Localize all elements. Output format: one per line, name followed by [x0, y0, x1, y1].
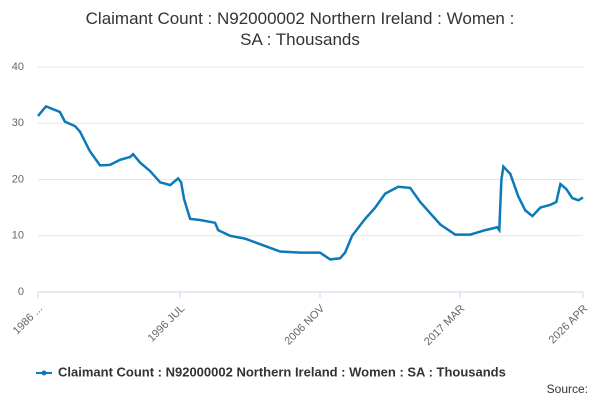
y-tick-label: 30	[12, 117, 24, 129]
y-tick-label: 10	[12, 230, 24, 242]
y-tick-label: 20	[12, 173, 24, 185]
chart-title: Claimant Count : N92000002 Northern Irel…	[86, 9, 515, 49]
y-tick-label: 40	[12, 61, 24, 73]
x-tick-label: 1996 JUL	[146, 303, 188, 345]
legend-marker	[41, 370, 47, 376]
y-tick-label: 0	[18, 286, 24, 298]
legend-label: Claimant Count : N92000002 Northern Irel…	[58, 364, 506, 379]
x-tick-label: 2026 APR	[547, 303, 591, 347]
x-tick-label: 1986 ...	[11, 303, 45, 337]
x-tick-label: 2017 MAR	[422, 303, 467, 348]
x-tick-label: 2006 NOV	[282, 302, 327, 347]
series-line	[37, 104, 584, 261]
legend-item: Claimant Count : N92000002 Northern Irel…	[36, 364, 506, 379]
source: Source:	[547, 382, 588, 396]
